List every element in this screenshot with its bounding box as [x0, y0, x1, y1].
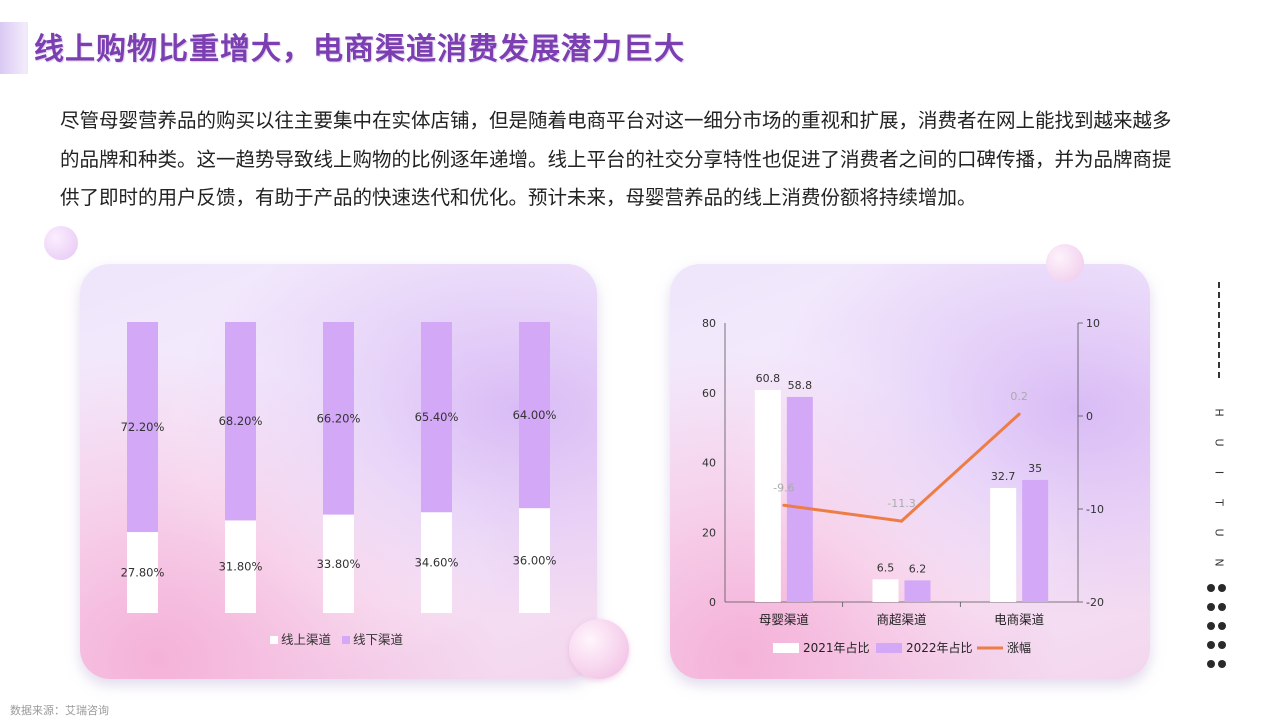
x-tick-label: 电商渠道: [994, 612, 1045, 627]
bar-2021: [872, 579, 899, 602]
decorative-dot: [1218, 603, 1226, 611]
data-label-growth: 0.2: [1010, 390, 1028, 403]
line-point: [1017, 412, 1021, 416]
bar-2022: [786, 396, 813, 602]
line-point: [782, 503, 786, 507]
intro-paragraph: 尽管母婴营养品的购买以往主要集中在实体店铺，但是随着电商平台对这一细分市场的重视…: [60, 109, 1172, 209]
legend-swatch-online: [270, 636, 278, 644]
stacked-bar-chart: 72.20% 27.80% 68.20% 31.80% 66.20% 33.80% 65.4…: [121, 322, 557, 647]
y-tick-label-left: 40: [702, 457, 716, 470]
decorative-dot: [1207, 641, 1215, 649]
bar-offline-segment: [519, 322, 550, 509]
data-label-online: 34.60%: [415, 556, 459, 570]
data-label-online: 36.00%: [513, 554, 557, 568]
legend-label-offline: 线下渠道: [353, 632, 404, 647]
bar-offline-segment: [323, 322, 354, 515]
bar-online-segment: [323, 514, 354, 613]
side-letter: I: [1212, 470, 1226, 475]
combo-bar-line-chart: 0 20 40 60 80 -20 -10 0 10 60.8 58.8 母婴渠道 6.5 6.2 商超渠道…: [702, 317, 1104, 655]
side-letter: U: [1212, 528, 1226, 537]
bar-online-segment: [421, 512, 452, 613]
side-letter: N: [1212, 558, 1226, 567]
bar-2021: [754, 389, 781, 602]
decorative-dot: [1207, 660, 1215, 668]
data-label-growth: -9.6: [773, 481, 794, 494]
page-title: 线上购物比重增大，电商渠道消费发展潜力巨大: [34, 32, 685, 67]
bar-online-segment: [127, 532, 158, 613]
data-label-2021: 60.8: [756, 372, 781, 385]
data-label-2022: 35: [1028, 462, 1042, 475]
y-tick-label-left: 60: [702, 387, 716, 400]
data-label-online: 33.80%: [317, 557, 361, 571]
decorative-dot: [1207, 622, 1215, 630]
legend-swatch-2021: [773, 643, 799, 653]
data-label-growth: -11.3: [887, 497, 915, 510]
bar-offline-segment: [225, 322, 256, 521]
side-letter: T: [1212, 499, 1226, 506]
y-tick-label-left: 0: [709, 596, 716, 609]
data-label-offline: 72.20%: [121, 420, 165, 434]
y-tick-label-left: 20: [702, 526, 716, 539]
data-label-offline: 64.00%: [513, 408, 557, 422]
data-label-offline: 68.20%: [219, 414, 263, 428]
legend-label-growth: 涨幅: [1007, 640, 1031, 655]
legend-swatch-offline: [342, 636, 350, 644]
bar-online-segment: [519, 508, 550, 613]
stacked-bar-chart-card: 72.20% 27.80% 68.20% 31.80% 66.20% 33.80% 65.4…: [80, 264, 597, 679]
data-label-online: 27.80%: [121, 566, 165, 580]
decorative-dot: [1218, 660, 1226, 668]
y-tick-label-right: 0: [1086, 410, 1093, 423]
data-label-offline: 65.40%: [415, 410, 459, 424]
y-tick-label-right: -20: [1086, 596, 1104, 609]
decorative-bubble: [569, 619, 629, 679]
data-label-2022: 58.8: [788, 379, 813, 392]
decorative-dot: [1207, 603, 1215, 611]
side-dashed-line: [1218, 282, 1220, 378]
data-label-2021: 32.7: [991, 470, 1016, 483]
decorative-dot: [1207, 584, 1215, 592]
bar-2022: [1022, 479, 1049, 602]
bar-2021: [990, 487, 1017, 602]
decorative-dot-grid: [1207, 584, 1231, 674]
bar-offline-segment: [127, 322, 158, 533]
decorative-dot: [1218, 584, 1226, 592]
bar-2022: [904, 580, 931, 602]
legend-label-2021: 2021年占比: [803, 640, 870, 655]
decorative-bubble: [44, 226, 78, 260]
legend-swatch-2022: [876, 643, 902, 653]
decorative-bubble: [1046, 244, 1084, 282]
bar-online-segment: [225, 520, 256, 613]
y-tick-label-right: -10: [1086, 503, 1104, 516]
x-tick-label: 母婴渠道: [759, 612, 810, 627]
data-label-2021: 6.5: [877, 561, 895, 574]
y-tick-label-right: 10: [1086, 317, 1100, 330]
legend-label-2022: 2022年占比: [906, 640, 973, 655]
data-source-note: 数据来源：艾瑞咨询: [10, 704, 109, 717]
side-letter: H: [1212, 408, 1226, 417]
x-tick-label: 商超渠道: [876, 612, 927, 627]
decorative-dot: [1218, 641, 1226, 649]
combo-chart-card: 0 20 40 60 80 -20 -10 0 10 60.8 58.8 母婴渠道 6.5 6.2 商超渠道…: [670, 264, 1150, 679]
decorative-dot: [1218, 622, 1226, 630]
line-point: [900, 519, 903, 523]
title-accent-bar: [0, 22, 28, 74]
bar-offline-segment: [421, 322, 452, 513]
data-label-online: 31.80%: [219, 560, 263, 574]
legend-label-online: 线上渠道: [281, 632, 332, 647]
y-tick-label-left: 80: [702, 317, 716, 330]
side-letter: U: [1212, 438, 1226, 447]
data-label-2022: 6.2: [909, 562, 927, 575]
data-label-offline: 66.20%: [317, 411, 361, 425]
